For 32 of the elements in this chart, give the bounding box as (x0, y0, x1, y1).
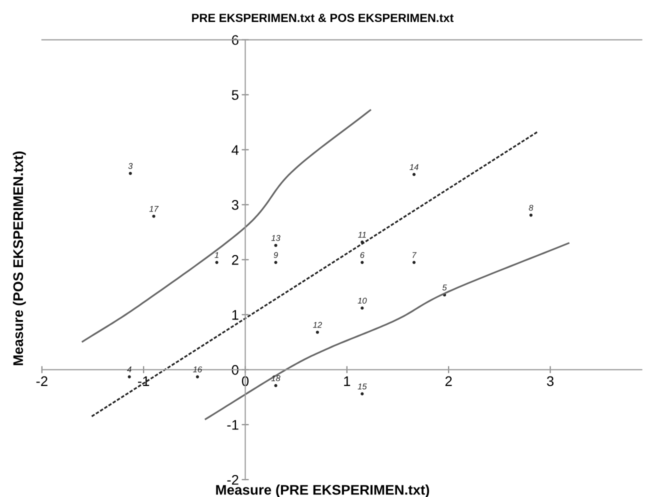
annotation: 12 (313, 322, 322, 328)
annotation: 10 (358, 298, 367, 304)
y-tick-label: -1 (227, 420, 238, 430)
annotation: 8 (528, 204, 534, 211)
annotation: 16 (193, 366, 202, 372)
y-tick-label: 0 (232, 364, 238, 375)
annotation: 15 (358, 384, 367, 390)
annotation: 3 (128, 163, 133, 169)
annotation: 7 (412, 252, 417, 258)
annotation: 6 (360, 252, 364, 258)
annotation: 13 (271, 235, 280, 241)
annotation: 18 (271, 375, 280, 382)
annotation: 5 (442, 284, 447, 290)
annotation: 11 (358, 232, 366, 238)
x-tick-label: 3 (546, 376, 554, 386)
annotation: 9 (274, 252, 278, 258)
y-tick-label: 1 (232, 310, 238, 320)
y-tick-label: 5 (232, 90, 238, 100)
annotation: 17 (149, 206, 159, 212)
y-tick-label: 4 (232, 145, 239, 155)
annotation: 1 (214, 252, 218, 258)
x-tick-label: 0 (242, 376, 249, 386)
y-tick-label: 2 (232, 255, 238, 265)
x-tick-label: -2 (36, 376, 48, 386)
chart-title: PRE EKSPERIMEN.txt & POS EKSPERIMEN.txt (192, 14, 454, 22)
y-axis-title: Measure (POS EKSPERIMEN.txt) (12, 151, 26, 366)
x-tick-label: 1 (344, 376, 350, 386)
annotation: 14 (410, 164, 418, 170)
y-tick-label: 3 (232, 200, 238, 210)
x-tick-label: 2 (445, 376, 452, 386)
annotation: 4 (127, 366, 132, 372)
y-tick-label: -2 (227, 474, 238, 485)
